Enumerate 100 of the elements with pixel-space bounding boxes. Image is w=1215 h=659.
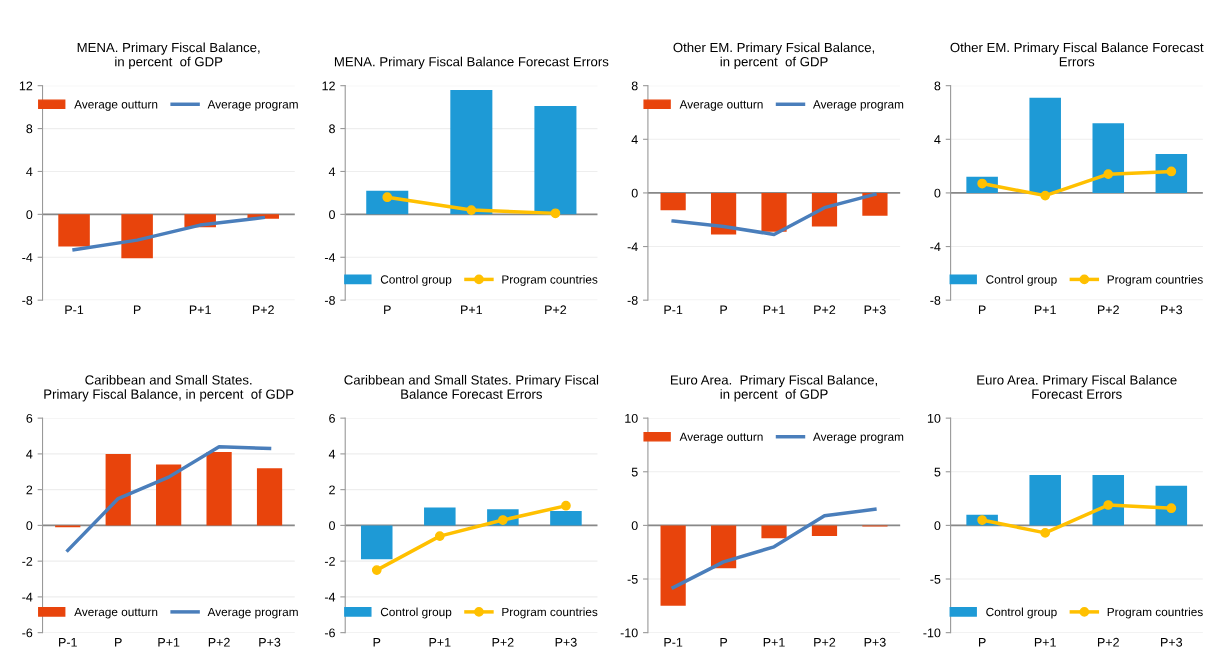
x-tick-label: P+1 <box>763 637 785 647</box>
x-tick-label: P+2 <box>208 637 230 647</box>
x-tick-label: P+2 <box>1097 637 1119 647</box>
x-tick-label: P+1 <box>189 305 211 315</box>
chart-title: Other EM. Primary Fiscal Balance Forecast Errors <box>950 42 1204 67</box>
y-tick-label: -4 <box>324 592 336 602</box>
bar <box>550 511 582 526</box>
point <box>1103 169 1114 180</box>
x-tick-label: P+3 <box>259 637 281 647</box>
chart-title: MENA. Primary Fiscal Balance Forecast Errors <box>334 56 609 69</box>
point <box>434 531 445 541</box>
point <box>371 565 382 575</box>
point <box>561 500 571 511</box>
bar <box>206 452 232 526</box>
y-tick-label: -4 <box>22 592 33 602</box>
x-tick-label: P <box>978 637 986 647</box>
y-tick-label: 8 <box>329 124 335 134</box>
y-tick-label: 0 <box>934 521 941 531</box>
y-tick-label: 8 <box>631 81 638 91</box>
point <box>1040 528 1051 538</box>
y-tick-label: 12 <box>19 81 33 91</box>
y-tick-label: 0 <box>631 521 638 531</box>
x-tick-label: P <box>133 305 141 315</box>
x-tick-label: P+2 <box>1097 305 1119 315</box>
line-series <box>66 445 272 553</box>
x-tick-label: P+3 <box>1161 637 1183 647</box>
y-tick-label: 0 <box>26 521 33 531</box>
y-tick-label: -4 <box>627 242 638 252</box>
point <box>1103 500 1114 510</box>
bar <box>105 453 131 526</box>
chart-title: Caribbean and Small States. Primary Fiscal Balance, in percent of GDP <box>44 374 294 402</box>
legend-label: Average program <box>207 100 298 111</box>
legend-label: Program countries <box>502 275 598 286</box>
x-tick-label: P <box>373 637 381 647</box>
line-series <box>72 215 265 252</box>
x-tick-label: P+3 <box>555 637 577 647</box>
chart-title: MENA. Primary Fiscal Balance, in percent of GDP <box>77 42 260 69</box>
chart-title: Caribbean and Small States. Primary Fiscal Balance Forecast Errors <box>344 374 599 399</box>
y-tick-label: 0 <box>329 521 336 531</box>
legend-label: Program countries <box>1107 275 1203 286</box>
y-tick-label: -8 <box>22 295 33 305</box>
legend-label: Program countries <box>502 607 598 619</box>
x-tick-label: P+1 <box>1034 637 1056 647</box>
bar <box>1029 97 1061 193</box>
bar <box>1092 123 1125 193</box>
legend-label: Average program <box>812 432 904 444</box>
x-tick-label: P <box>384 305 391 315</box>
x-tick-label: P+1 <box>461 305 483 315</box>
legend-label: Control group <box>986 607 1057 619</box>
x-tick-label: P-1 <box>65 305 84 315</box>
y-tick-label: 0 <box>631 188 638 198</box>
x-tick-label: P+1 <box>763 305 785 315</box>
bar <box>450 89 493 215</box>
y-tick-label: 0 <box>329 210 336 220</box>
legend-label: Average outturn <box>679 432 763 444</box>
y-tick-label: 5 <box>631 467 638 477</box>
x-tick-label: P <box>978 305 986 315</box>
legend-label: Control group <box>380 275 452 286</box>
y-tick-label: 0 <box>26 210 33 220</box>
chart-title: Other EM. Primary Fsical Balance, in percent of GDP <box>673 42 875 69</box>
legend-label: Average program <box>207 607 298 619</box>
y-tick-label: -8 <box>324 295 335 305</box>
y-tick-label: 4 <box>631 135 638 144</box>
point <box>466 205 477 215</box>
y-tick-label: -5 <box>627 574 638 584</box>
x-tick-label: P+2 <box>545 305 567 315</box>
x-tick-label: P+1 <box>429 637 451 647</box>
point <box>1040 190 1051 201</box>
x-tick-label: P+1 <box>158 637 180 647</box>
bar <box>1092 474 1125 526</box>
x-tick-label: P+1 <box>1034 305 1056 315</box>
y-tick-label: 8 <box>26 124 33 134</box>
legend-label: Average outturn <box>74 607 158 619</box>
bar <box>360 525 393 560</box>
y-tick-label: 4 <box>26 449 33 459</box>
legend-label: Control group <box>986 275 1057 286</box>
x-tick-label: P-1 <box>664 305 683 315</box>
line-series <box>671 507 877 590</box>
y-tick-label: -2 <box>22 556 33 566</box>
chart-title: Euro Area. Primary Fiscal Balance, in percent of GDP <box>670 374 877 402</box>
bar <box>1029 474 1061 526</box>
y-tick-label: 4 <box>26 167 33 176</box>
x-tick-label: P-1 <box>59 637 77 647</box>
legend-label: Control group <box>380 607 452 619</box>
x-tick-label: P+2 <box>814 637 836 647</box>
y-tick-label: 10 <box>927 413 941 423</box>
bar <box>534 106 577 215</box>
x-tick-label: P <box>115 637 122 647</box>
y-tick-label: -4 <box>22 253 33 262</box>
y-tick-label: -6 <box>22 628 33 638</box>
x-tick-label: P-1 <box>664 637 683 647</box>
y-tick-label: 2 <box>329 485 335 495</box>
legend-label: Average program <box>812 100 904 111</box>
bar <box>1155 154 1188 193</box>
y-tick-label: -4 <box>930 242 941 252</box>
x-tick-label: P+3 <box>1161 305 1183 315</box>
y-tick-label: 6 <box>329 413 335 423</box>
y-tick-label: -10 <box>620 628 638 638</box>
legend-label: Program countries <box>1107 607 1203 619</box>
x-tick-label: P <box>720 637 728 647</box>
